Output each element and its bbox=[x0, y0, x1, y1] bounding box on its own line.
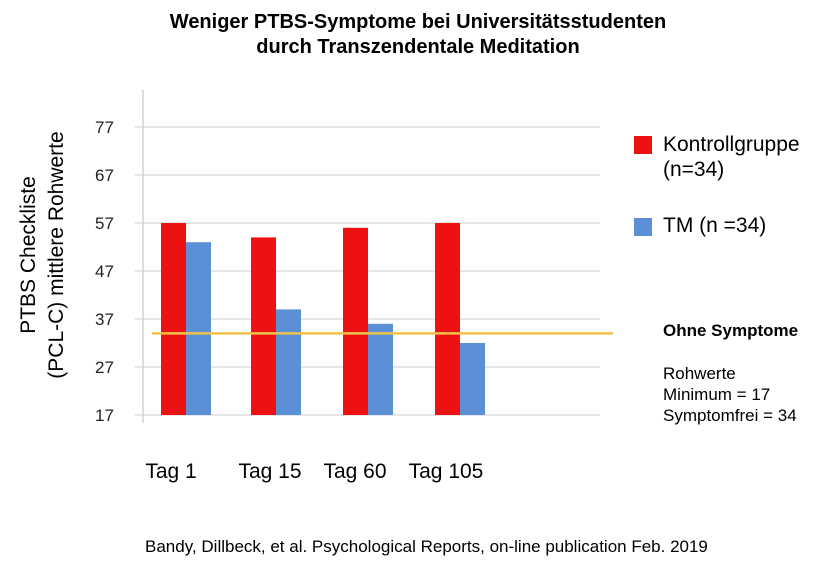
chart-title-line-1: Weniger PTBS-Symptome bei Universitätsst… bbox=[169, 11, 667, 33]
legend-item-tm: TM (n =34) bbox=[663, 214, 767, 237]
x-category-label: Tag 60 bbox=[323, 460, 386, 483]
gridlines bbox=[135, 90, 600, 423]
x-category-label: Tag 1 bbox=[145, 460, 196, 483]
bar-tm bbox=[368, 323, 393, 415]
legend-swatch-tm bbox=[634, 218, 652, 236]
note-line-3: Symptomfrei = 34 bbox=[663, 406, 797, 425]
y-tick-label: 67 bbox=[95, 166, 114, 185]
bar-control bbox=[161, 223, 186, 415]
x-category-label: Tag 15 bbox=[238, 460, 301, 483]
y-tick-label: 47 bbox=[95, 262, 114, 281]
bars bbox=[161, 223, 485, 415]
bar-tm bbox=[276, 309, 301, 415]
x-category-labels: Tag 1 Tag 15 Tag 60 Tag 105 bbox=[145, 460, 483, 483]
y-tick-label: 37 bbox=[95, 310, 114, 329]
note-box: Ohne Symptome Rohwerte Minimum = 17 Symp… bbox=[663, 320, 798, 426]
chart-title-line-2: durch Transzendentale Meditation bbox=[256, 36, 580, 58]
y-tick-label: 17 bbox=[95, 406, 114, 425]
bar-tm bbox=[186, 242, 211, 415]
y-tick-label: 57 bbox=[95, 214, 114, 233]
legend-label-control-line-1: Kontrollgruppe bbox=[663, 133, 800, 156]
source-citation: Bandy, Dillbeck, et al. Psychological Re… bbox=[145, 537, 708, 556]
bar-tm bbox=[460, 343, 485, 415]
chart-title: Weniger PTBS-Symptome bei Universitätsst… bbox=[0, 10, 836, 60]
bar-control bbox=[435, 223, 460, 415]
note-line-2: Minimum = 17 bbox=[663, 385, 771, 404]
x-category-label: Tag 105 bbox=[409, 460, 484, 483]
y-tick-label: 27 bbox=[95, 358, 114, 377]
y-tick-labels: 17 27 37 47 57 67 77 bbox=[95, 118, 114, 425]
legend-item-control: Kontrollgruppe (n=34) bbox=[663, 132, 800, 182]
bar-control bbox=[343, 227, 368, 415]
legend-label-control-line-2: (n=34) bbox=[663, 158, 725, 181]
legend-swatch-control bbox=[634, 136, 652, 154]
y-tick-label: 77 bbox=[95, 118, 114, 137]
bar-control bbox=[251, 237, 276, 415]
note-line-1: Rohwerte bbox=[663, 364, 736, 383]
note-heading: Ohne Symptome bbox=[663, 321, 799, 340]
